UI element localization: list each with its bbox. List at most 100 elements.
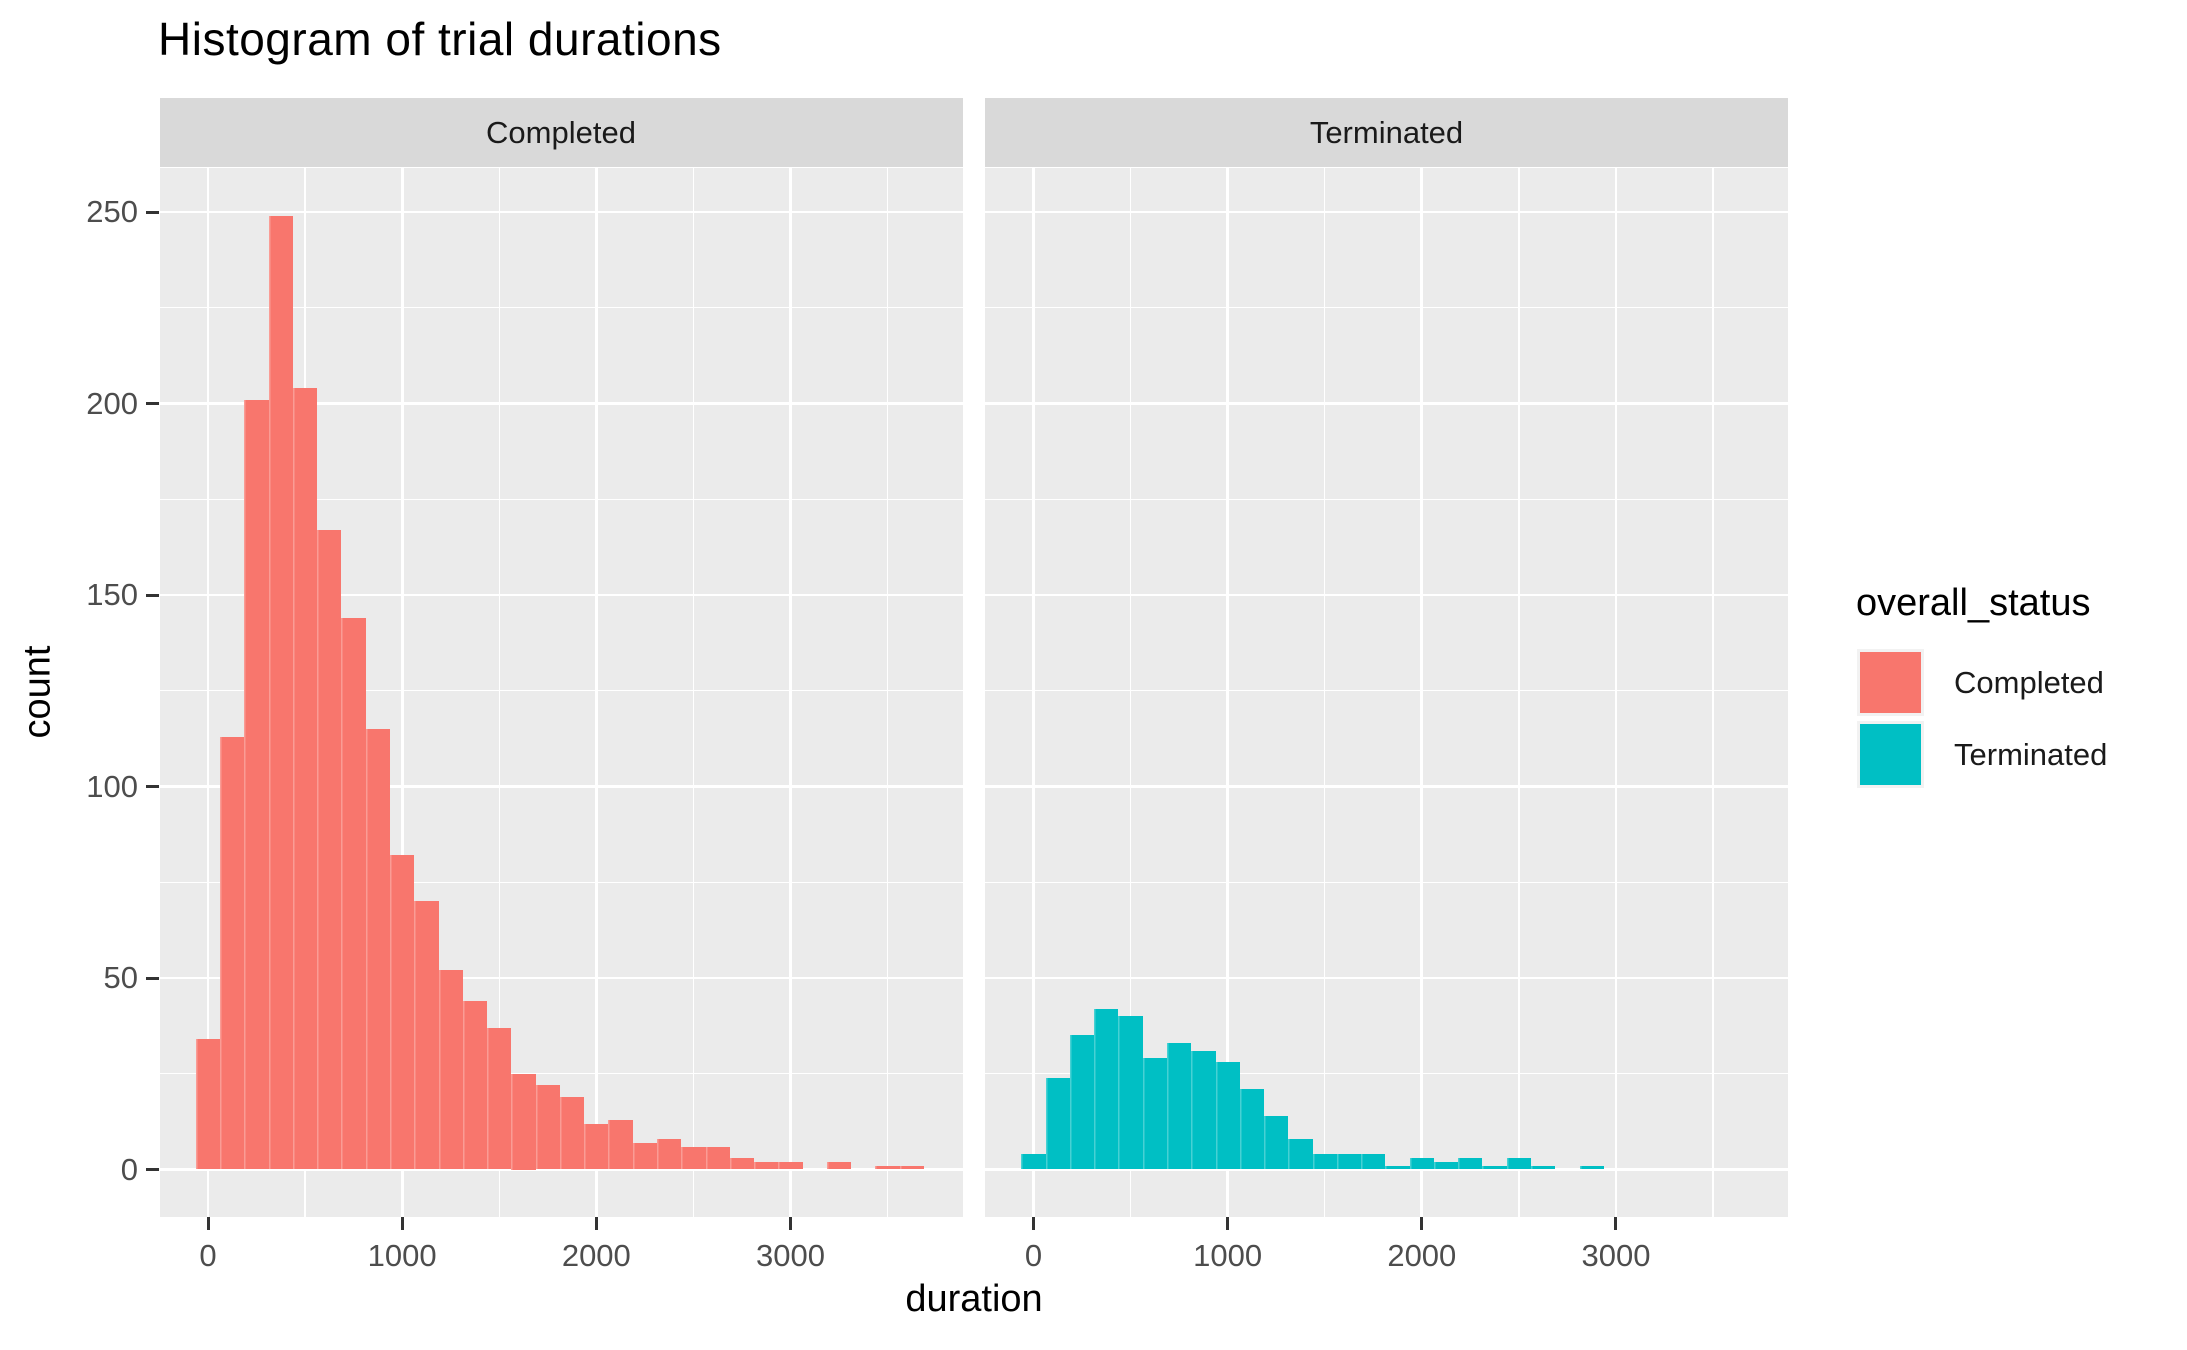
legend: overall_status Completed Terminated [1856, 582, 2107, 793]
bar-terminated-1500 [1312, 1154, 1337, 1170]
terminated-swatch-icon [1860, 724, 1921, 785]
gridline [206, 168, 210, 1217]
bar-terminated-2000 [1409, 1158, 1434, 1170]
bar-terminated-1375 [1288, 1138, 1313, 1170]
bar-completed-1000 [390, 855, 415, 1170]
x-tick-mark [400, 1217, 404, 1230]
x-tick-label: 2000 [561, 1238, 631, 1273]
gridline [1712, 168, 1714, 1217]
bar-terminated-2875 [1579, 1165, 1604, 1170]
x-tick-label: 3000 [1581, 1238, 1651, 1273]
completed-swatch-icon [1860, 652, 1921, 713]
gridline [985, 690, 1788, 692]
gridline [159, 498, 963, 500]
gridline [886, 168, 889, 1217]
bar-completed-125 [220, 736, 245, 1170]
gridline [159, 307, 963, 309]
gridline [692, 168, 695, 1217]
gridline [1032, 168, 1035, 1217]
bar-completed-2000 [584, 1123, 609, 1170]
bar-terminated-2625 [1531, 1165, 1556, 1170]
bar-terminated-1250 [1264, 1115, 1289, 1170]
bar-completed-1625 [511, 1073, 536, 1170]
y-axis-title: count [16, 645, 59, 739]
bar-completed-1125 [414, 901, 439, 1170]
bar-terminated-1875 [1385, 1165, 1410, 1170]
x-tick-label: 2000 [1387, 1238, 1457, 1273]
gridline [159, 785, 963, 788]
bar-terminated-1125 [1239, 1089, 1265, 1170]
y-tick-label: 0 [120, 1151, 138, 1187]
legend-entry-completed: Completed [1856, 649, 2104, 716]
x-tick-label: 3000 [755, 1238, 825, 1273]
bar-terminated-1625 [1336, 1154, 1362, 1170]
gridline [985, 1168, 1788, 1171]
gridline [400, 168, 404, 1217]
facet-strip-completed: Completed [159, 98, 963, 167]
gridline [985, 307, 1788, 309]
bar-terminated-2250 [1458, 1158, 1483, 1170]
bar-completed-1250 [438, 970, 463, 1170]
legend-entry-label: Completed [1954, 664, 2104, 700]
gridline [1518, 168, 1520, 1217]
gridline [159, 210, 963, 214]
x-tick-mark [594, 1217, 598, 1230]
gridline [985, 976, 1788, 980]
gridline [985, 1073, 1788, 1075]
bar-completed-3250 [826, 1161, 852, 1170]
bar-completed-1875 [559, 1096, 585, 1170]
facet-strip-terminated: Terminated [985, 98, 1788, 167]
gridline [985, 881, 1788, 883]
legend-title: overall_status [1856, 582, 2091, 624]
bar-terminated-250 [1069, 1035, 1095, 1170]
gridline [1324, 168, 1326, 1217]
bar-completed-2250 [632, 1142, 657, 1170]
y-tick-mark [146, 593, 159, 597]
gridline [1420, 168, 1424, 1217]
bar-completed-625 [317, 529, 342, 1170]
facet-panel-completed [159, 168, 963, 1217]
bar-terminated-500 [1118, 1016, 1143, 1170]
y-tick-label: 150 [86, 577, 138, 612]
y-tick-mark [146, 785, 159, 788]
legend-entry-label: Terminated [1954, 736, 2108, 772]
gridline [498, 168, 500, 1217]
gridline [1614, 168, 1618, 1217]
bar-completed-3000 [778, 1161, 803, 1170]
bar-completed-0 [195, 1039, 221, 1170]
bar-completed-500 [292, 388, 318, 1170]
gridline [159, 402, 963, 405]
x-tick-label: 1000 [367, 1238, 437, 1273]
gridline [159, 881, 963, 883]
y-tick-label: 100 [86, 768, 138, 804]
bar-terminated-875 [1191, 1050, 1216, 1170]
bar-completed-3625 [899, 1165, 924, 1170]
x-tick-label: 0 [1024, 1238, 1043, 1273]
x-tick-label: 1000 [1193, 1238, 1263, 1273]
gridline [159, 593, 963, 597]
legend-key [1857, 649, 1924, 716]
y-tick-mark [146, 1168, 159, 1171]
gridline [985, 593, 1788, 597]
bar-completed-750 [341, 617, 366, 1170]
bar-completed-2750 [729, 1158, 755, 1170]
y-tick-label: 250 [86, 194, 138, 229]
x-tick-mark [1226, 1217, 1230, 1230]
gridline [1129, 168, 1132, 1217]
chart-title: Histogram of trial durations [158, 13, 722, 65]
y-tick-mark [146, 210, 159, 214]
x-tick-mark [206, 1217, 210, 1230]
bar-completed-2500 [681, 1146, 706, 1170]
gridline [594, 168, 598, 1217]
bar-terminated-375 [1094, 1008, 1119, 1170]
bar-completed-875 [365, 729, 391, 1170]
gridline [1226, 168, 1230, 1217]
bar-completed-2125 [608, 1119, 633, 1170]
bar-completed-2625 [705, 1146, 730, 1170]
y-tick-mark [146, 976, 159, 980]
facet-panel-terminated [985, 168, 1788, 1217]
bar-terminated-1750 [1361, 1154, 1386, 1170]
x-axis-title: duration [905, 1278, 1043, 1320]
y-tick-label: 200 [86, 385, 138, 421]
bar-terminated-625 [1142, 1058, 1167, 1170]
